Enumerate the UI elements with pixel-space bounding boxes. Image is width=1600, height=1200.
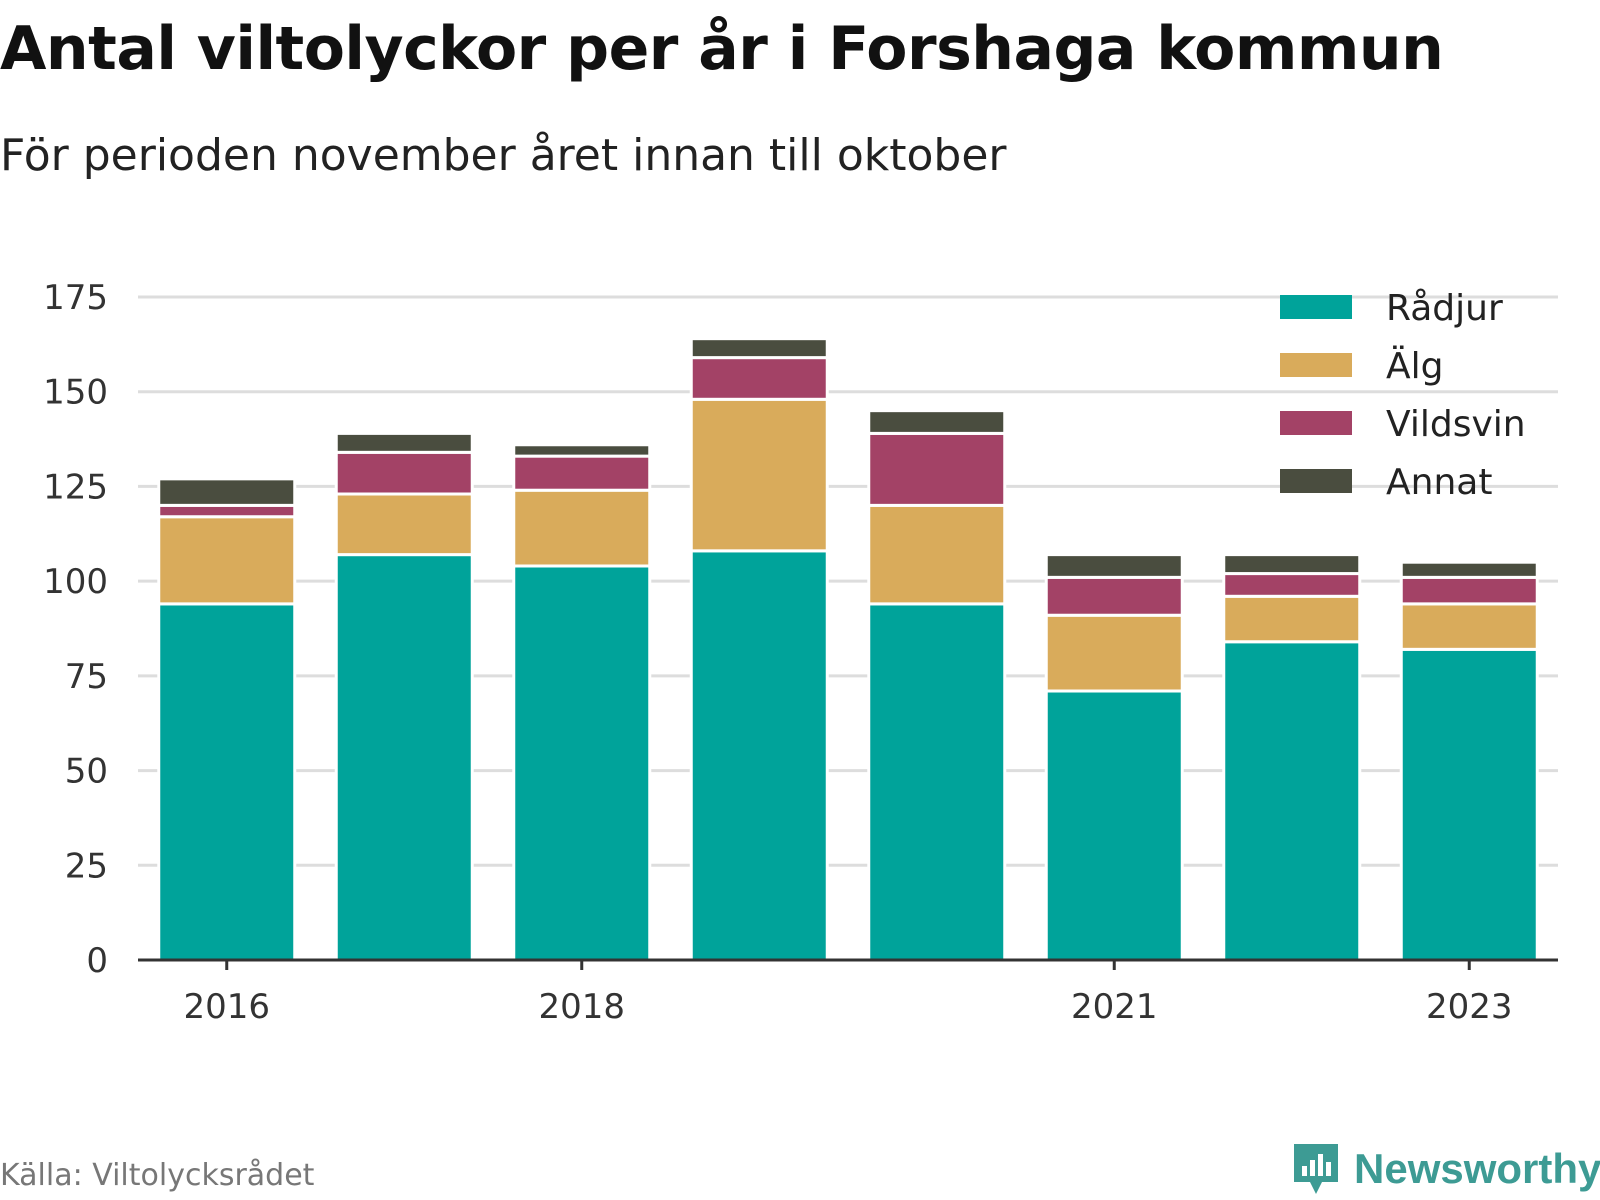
legend-swatch-rådjur (1280, 295, 1352, 319)
brand-logo: Newsworthy (1290, 1140, 1600, 1198)
y-tick-label: 175 (43, 278, 108, 318)
bar-segment-vildsvin-2018 (512, 454, 652, 492)
bar-segment-älg-2021 (1044, 613, 1184, 693)
y-tick-label: 150 (43, 373, 108, 413)
brand-name: Newsworthy (1354, 1145, 1600, 1192)
chart-title: Antal viltolyckor per år i Forshaga komm… (0, 14, 1444, 84)
axes: 0 25 50 75 100 125 150 175 2016 2018 2021 2023 (43, 278, 1558, 1027)
y-tick-label: 50 (65, 752, 108, 792)
legend-label: Älg (1386, 345, 1443, 387)
bar-segment-vildsvin-2022 (1222, 572, 1362, 598)
legend-label: Annat (1386, 462, 1492, 503)
bars (157, 337, 1539, 962)
legend-label: Rådjur (1386, 288, 1503, 329)
bar-segment-rådjur-2016 (157, 602, 297, 962)
bar-segment-annat-2016 (157, 477, 297, 507)
y-tick-label: 75 (65, 657, 108, 697)
bar-segment-annat-2019 (689, 337, 829, 360)
x-tick-label: 2018 (538, 987, 625, 1027)
x-tick-label: 2023 (1426, 987, 1513, 1027)
bar-segment-vildsvin-2021 (1044, 575, 1184, 617)
bar-segment-vildsvin-2020 (867, 431, 1007, 507)
bar-segment-annat-2021 (1044, 553, 1184, 579)
bar-segment-älg-2023 (1399, 602, 1539, 651)
bar-segment-rådjur-2019 (689, 549, 829, 962)
legend-swatch-vildsvin (1280, 411, 1352, 435)
bar-segment-rådjur-2023 (1399, 647, 1539, 962)
chart-subtitle: För perioden november året innan till ok… (0, 130, 1007, 181)
y-tick-label: 25 (65, 846, 108, 886)
bar-segment-annat-2020 (867, 409, 1007, 435)
bar-segment-annat-2022 (1222, 553, 1362, 576)
bar-segment-annat-2017 (334, 431, 474, 454)
y-tick-label: 0 (86, 941, 108, 981)
bar-segment-rådjur-2020 (867, 602, 1007, 962)
y-tick-label: 100 (43, 562, 108, 602)
legend-swatch-älg (1280, 353, 1352, 377)
bar-segment-rådjur-2022 (1222, 640, 1362, 962)
legend-swatch-annat (1280, 469, 1352, 493)
bar-segment-rådjur-2017 (334, 553, 474, 962)
bar-segment-älg-2019 (689, 397, 829, 553)
y-tick-label: 125 (43, 467, 108, 507)
legend-label: Vildsvin (1386, 404, 1526, 445)
newsworthy-logo-icon (1294, 1144, 1338, 1194)
bar-segment-vildsvin-2023 (1399, 575, 1539, 606)
x-tick-label: 2016 (183, 987, 270, 1027)
bar-segment-älg-2022 (1222, 594, 1362, 644)
bar-segment-älg-2017 (334, 492, 474, 557)
bar-segment-älg-2020 (867, 503, 1007, 606)
bar-segment-vildsvin-2016 (157, 503, 297, 519)
bar-segment-vildsvin-2017 (334, 450, 474, 496)
bar-segment-vildsvin-2019 (689, 356, 829, 401)
x-tick-label: 2021 (1071, 987, 1158, 1027)
bar-segment-annat-2018 (512, 443, 652, 458)
bar-segment-rådjur-2021 (1044, 689, 1184, 962)
bar-segment-älg-2016 (157, 515, 297, 606)
bar-segment-älg-2018 (512, 488, 652, 568)
legend: Rådjur Älg Vildsvin Annat (1280, 288, 1526, 503)
source-note: Källa: Viltolycksrådet (0, 1158, 315, 1193)
bar-segment-annat-2023 (1399, 560, 1539, 579)
bar-segment-rådjur-2018 (512, 564, 652, 962)
